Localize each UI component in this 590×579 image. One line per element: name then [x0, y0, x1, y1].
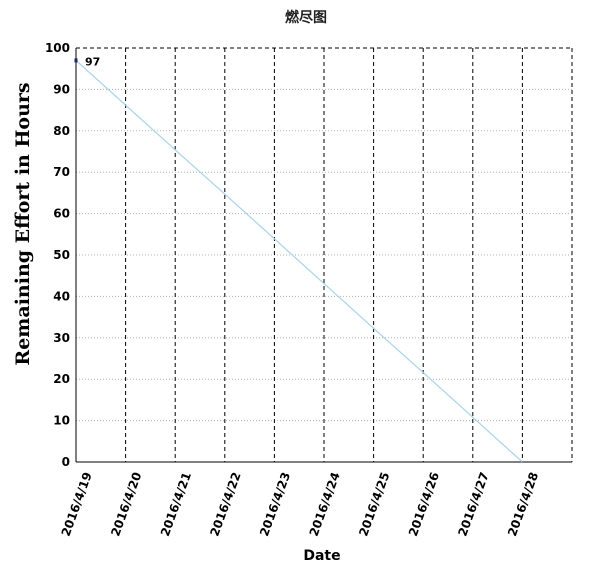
axes [75, 48, 572, 463]
y-tick-label-100: 100 [45, 41, 70, 55]
y-tick-label-50: 50 [53, 248, 70, 262]
x-tick-label-2016/4/20: 2016/4/20 [108, 470, 144, 538]
y-tick-label-60: 60 [53, 207, 70, 221]
y-tick-label-90: 90 [53, 82, 70, 96]
x-tick-label-2016/4/26: 2016/4/26 [406, 470, 442, 538]
x-tick-label-2016/4/22: 2016/4/22 [207, 470, 243, 538]
y-axis-label: Remaining Effort in Hours [12, 82, 34, 365]
x-tick-label-2016/4/24: 2016/4/24 [307, 470, 343, 538]
x-tick-label-2016/4/21: 2016/4/21 [158, 470, 194, 538]
data-label-0: 97 [85, 55, 100, 68]
series [75, 59, 523, 463]
y-tick-label-40: 40 [53, 289, 70, 303]
y-tick-label-20: 20 [53, 372, 70, 386]
x-axis-label: Date [303, 548, 340, 564]
x-tick-label-2016/4/27: 2016/4/27 [455, 470, 491, 538]
x-tick-label-2016/4/19: 2016/4/19 [59, 470, 95, 538]
y-tick-label-80: 80 [53, 124, 70, 138]
chart-title: 燃尽图 [285, 9, 327, 26]
y-tick-label-70: 70 [53, 165, 70, 179]
data-point-marker-0 [74, 58, 78, 63]
series-line-0 [75, 59, 523, 463]
x-ticks: 2016/4/19 2016/4/20 2016/4/21 2016/4/22 2016… [59, 470, 542, 538]
data-labels: 97 [74, 55, 100, 68]
x-tick-label-2016/4/28: 2016/4/28 [505, 470, 541, 538]
x-tick-label-2016/4/23: 2016/4/23 [257, 470, 293, 538]
y-ticks: 0 10 20 30 40 50 60 70 80 90 100 [45, 41, 70, 469]
y-tick-label-10: 10 [53, 414, 70, 428]
grid [76, 47, 573, 462]
x-tick-label-2016/4/25: 2016/4/25 [356, 470, 392, 538]
y-tick-label-0: 0 [62, 455, 70, 469]
y-tick-label-30: 30 [53, 331, 70, 345]
